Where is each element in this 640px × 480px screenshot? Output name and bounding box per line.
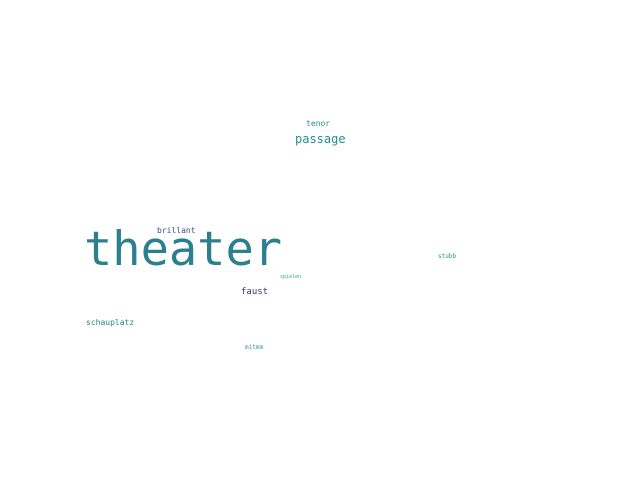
word-schauplatz: schauplatz xyxy=(86,318,135,327)
word-stubb: stubb xyxy=(438,253,457,260)
word-faust: faust xyxy=(241,287,269,297)
word-mitmm: mitmm xyxy=(245,344,264,351)
word-theater: theater xyxy=(84,222,283,277)
word-tenor: tenor xyxy=(306,119,331,128)
word-spielen: spielen xyxy=(280,274,302,280)
word-brillant: brillant xyxy=(157,226,196,235)
word-passage: passage xyxy=(295,132,346,146)
